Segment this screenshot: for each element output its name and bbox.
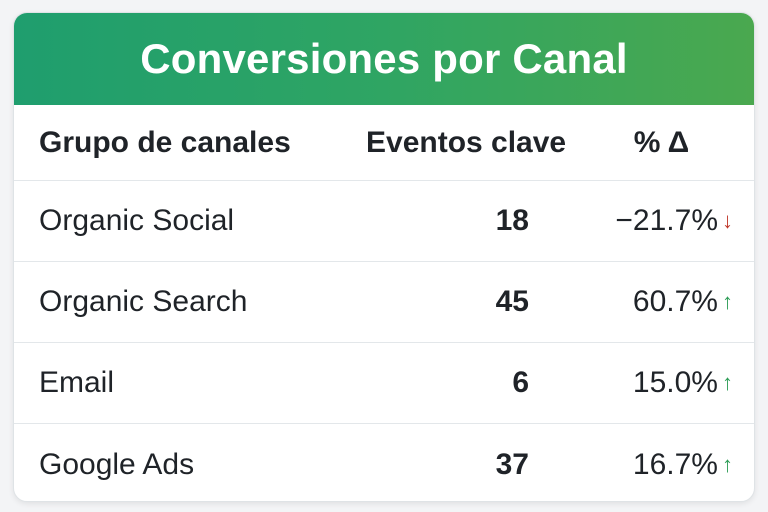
events-value: 18 — [495, 204, 529, 237]
table-header-row: Grupo de canales Eventos clave % Δ — [14, 105, 754, 181]
delta-value: −21.7% — [615, 204, 718, 237]
column-header-delta: % Δ — [633, 125, 690, 159]
events-value: 37 — [495, 447, 529, 481]
arrow-down-icon: ↓ — [722, 208, 733, 233]
delta-value: 15.0% — [632, 366, 718, 399]
channel-name: Email — [39, 366, 115, 399]
table-row: Google Ads 37 16.7% ↑ — [14, 424, 754, 501]
delta-cell: 16.7% ↑ — [529, 448, 734, 482]
channel-name: Google Ads — [39, 447, 195, 481]
events-value: 6 — [512, 366, 529, 399]
card-title: Conversiones por Canal — [140, 35, 628, 82]
card-header: Conversiones por Canal — [14, 13, 754, 105]
delta-cell: 60.7% ↑ — [529, 285, 734, 319]
delta-value: 16.7% — [632, 447, 718, 481]
table-row: Organic Social 18 −21.7% ↓ — [14, 181, 754, 262]
channel-name: Organic Social — [39, 204, 235, 237]
arrow-up-icon: ↑ — [722, 289, 733, 314]
delta-value: 60.7% — [632, 285, 718, 318]
arrow-up-icon: ↑ — [722, 370, 733, 395]
conversions-card: Conversiones por Canal Grupo de canales … — [13, 12, 755, 502]
delta-cell: −21.7% ↓ — [529, 204, 734, 238]
events-value: 45 — [495, 285, 529, 318]
channel-name: Organic Search — [39, 285, 248, 318]
table-row: Email 6 15.0% ↑ — [14, 343, 754, 424]
delta-cell: 15.0% ↑ — [529, 366, 734, 400]
column-header-channel: Grupo de canales — [39, 125, 291, 159]
table-row: Organic Search 45 60.7% ↑ — [14, 262, 754, 343]
arrow-up-icon: ↑ — [722, 451, 733, 477]
column-header-events: Eventos clave — [366, 125, 567, 159]
